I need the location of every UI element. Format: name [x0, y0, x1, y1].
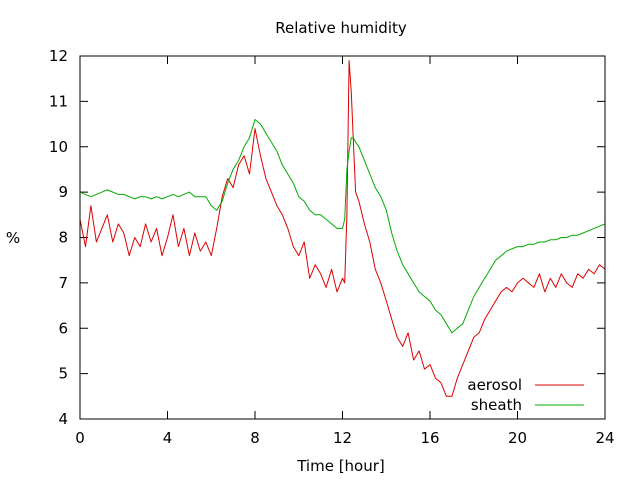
- chart-title: Relative humidity: [275, 19, 407, 37]
- sheath-series-line: [79, 119, 606, 334]
- y-tick-label: 5: [58, 365, 68, 383]
- y-tick-label: 8: [58, 229, 68, 247]
- x-tick-label: 16: [420, 429, 439, 447]
- y-axis-label: %: [6, 229, 20, 247]
- y-tick-label: 4: [58, 410, 68, 428]
- x-tick-label: 0: [75, 429, 85, 447]
- plot-frame: [79, 55, 606, 420]
- x-tick-label: 12: [333, 429, 352, 447]
- y-tick-label: 6: [58, 319, 68, 337]
- y-tick-label: 11: [49, 92, 68, 110]
- legend: aerosol sheath: [467, 376, 584, 414]
- y-tick-label: 7: [58, 274, 68, 292]
- y-tick-label: 10: [49, 138, 68, 156]
- x-tick-label: 8: [250, 429, 260, 447]
- data-series: [79, 60, 606, 397]
- legend-label-sheath: sheath: [471, 396, 522, 414]
- x-tick-label: 20: [508, 429, 527, 447]
- aerosol-series-line: [79, 60, 606, 397]
- legend-label-aerosol: aerosol: [467, 376, 522, 394]
- x-axis-label: Time [hour]: [296, 457, 385, 475]
- y-tick-label: 12: [49, 47, 68, 65]
- x-tick-label: 24: [595, 429, 614, 447]
- x-tick-label: 4: [163, 429, 173, 447]
- y-tick-label: 9: [58, 183, 68, 201]
